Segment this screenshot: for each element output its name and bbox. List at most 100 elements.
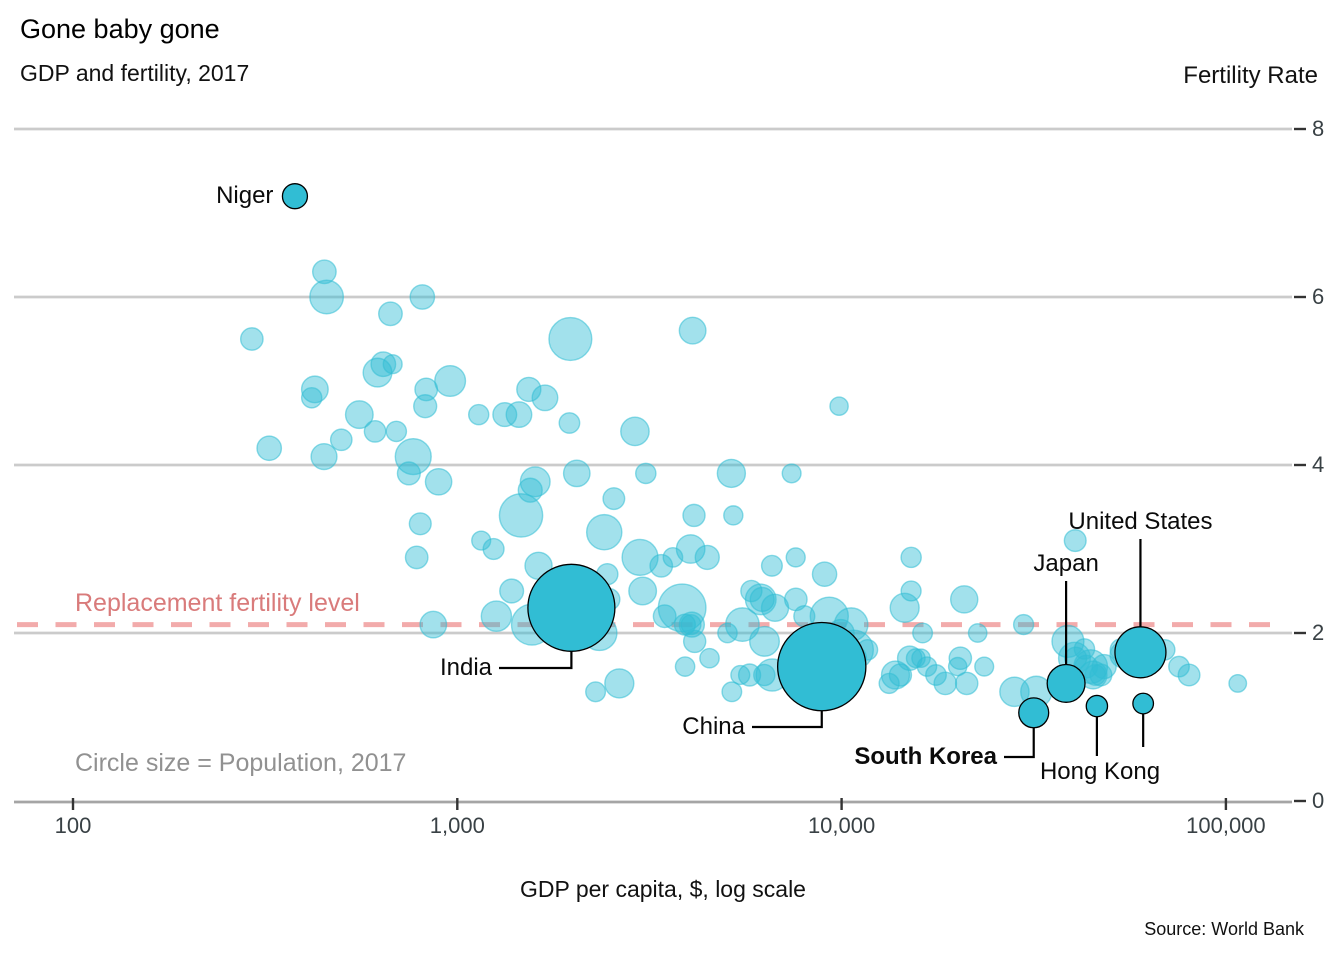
bubble-burundi — [239, 327, 264, 351]
bubble-bolivia — [649, 553, 674, 578]
callout-line-south-korea — [1004, 727, 1035, 759]
bubble-iran — [724, 607, 760, 643]
bubble-mongolia — [662, 546, 684, 568]
bubble-chad — [378, 301, 403, 327]
bubble-moldova — [585, 681, 607, 703]
bubble-togo — [363, 419, 387, 443]
bubble-myanmar — [480, 600, 513, 632]
bubble-west-bank-and-gaza — [635, 462, 657, 485]
bubble-namibia — [723, 505, 744, 526]
bubble-united-states — [1114, 626, 1167, 679]
bubble-somalia — [311, 259, 337, 285]
bubble-latvia — [905, 648, 926, 669]
bubble-bahrain — [967, 623, 988, 643]
callout-line-china — [752, 710, 823, 729]
bubble-ukraine — [604, 668, 635, 699]
bubble-tunisia — [652, 604, 677, 629]
bubble-slovenia — [974, 656, 995, 677]
bubble-ethiopia — [394, 437, 432, 476]
bubble-serbia — [753, 663, 776, 687]
bubble-guatemala — [694, 544, 720, 571]
bubble-botswana — [785, 547, 806, 568]
bubble-armenia — [674, 656, 696, 677]
bubble-niger — [281, 183, 309, 210]
bubble-gabon — [781, 463, 802, 484]
bubble-mauritania — [467, 403, 490, 426]
bubble-kyrgyzstan — [482, 537, 505, 561]
bubble-paraguay — [740, 579, 763, 603]
bubble-hong-kong — [1085, 694, 1109, 718]
bubble-colombia — [749, 625, 781, 657]
bubble-mali — [409, 284, 436, 310]
bubble-jamaica — [717, 622, 738, 644]
bubble-sudan — [620, 416, 650, 447]
bubble-afghanistan — [344, 400, 374, 430]
bubble-bosnia-and-herzegovina — [721, 681, 743, 703]
bubble-morocco — [628, 576, 658, 606]
bubble-saudi-arabia — [949, 585, 979, 614]
bubble-india — [527, 563, 616, 652]
bubble-madagascar — [310, 442, 338, 471]
bubble-haiti — [404, 545, 429, 570]
bubble-norway — [1168, 655, 1190, 678]
bubble-finland — [1084, 664, 1107, 686]
bubble-france — [1051, 624, 1085, 659]
bubble-kazakhstan — [811, 561, 838, 588]
bubble-turkmenistan — [760, 554, 783, 577]
bubble-philippines — [621, 538, 659, 577]
bubble-senegal — [492, 402, 518, 428]
bubble-gambia — [382, 354, 403, 375]
bubble-georgia — [680, 614, 702, 636]
bubble-pakistan — [498, 493, 544, 538]
bubble-papua-new-guinea — [602, 487, 626, 511]
bubble-ivory-coast — [531, 384, 559, 412]
bubble-malawi — [256, 435, 283, 462]
bubble-angola — [678, 316, 707, 345]
bubble-sierra-leone — [329, 428, 353, 452]
bubble-nepal — [419, 610, 448, 639]
bubble-south-korea — [1018, 697, 1050, 729]
bubble-austria — [1089, 663, 1113, 687]
bubble-tajikistan — [408, 512, 432, 536]
bubble-republic-of-congo — [558, 412, 581, 434]
bubble-ghana — [562, 459, 591, 488]
bubble-central-african-republic — [300, 387, 323, 409]
bubble-north-macedonia — [730, 664, 751, 686]
bubble-guinea — [413, 394, 438, 419]
bubble-cambodia — [499, 578, 525, 604]
bubble-oman — [900, 546, 922, 569]
bubble-israel — [1063, 529, 1087, 553]
bubble-liberia — [385, 420, 408, 443]
bubble-lesotho — [471, 530, 492, 551]
bubble-iraq — [716, 458, 747, 489]
bubble-albania — [699, 647, 720, 669]
bubble-equatorial-guinea — [829, 396, 849, 417]
bubble-rwanda — [396, 461, 421, 486]
callout-line-india — [499, 651, 573, 670]
bubble-luxembourg — [1228, 673, 1248, 693]
bubble-singapore — [1132, 692, 1155, 715]
bubble-estonia — [947, 656, 968, 677]
bubble-zimbabwe — [517, 477, 543, 503]
bubble-panama — [900, 580, 922, 602]
bubble-spain — [999, 676, 1030, 708]
bubble-zambia — [516, 376, 542, 403]
bubble-trinidad-and-tobago — [911, 648, 931, 669]
bubble-jordan — [682, 503, 706, 528]
bubble-yemen — [424, 467, 453, 496]
bubble-tanzania — [434, 364, 467, 398]
bubble-new-zealand — [1073, 638, 1096, 660]
bubble-japan — [1046, 663, 1086, 703]
bubble-hungary — [888, 663, 913, 687]
bubble-kuwait — [1012, 613, 1035, 636]
bubble-benin — [414, 377, 439, 402]
bubble-cameroon — [505, 401, 533, 429]
bubble-croatia — [878, 672, 900, 695]
bubble-nigeria — [548, 316, 593, 362]
bubble-portugal — [954, 671, 979, 696]
bubble-uruguay — [912, 622, 934, 644]
bubble-egypt — [585, 513, 623, 551]
bubble-dr-congo — [309, 279, 345, 315]
